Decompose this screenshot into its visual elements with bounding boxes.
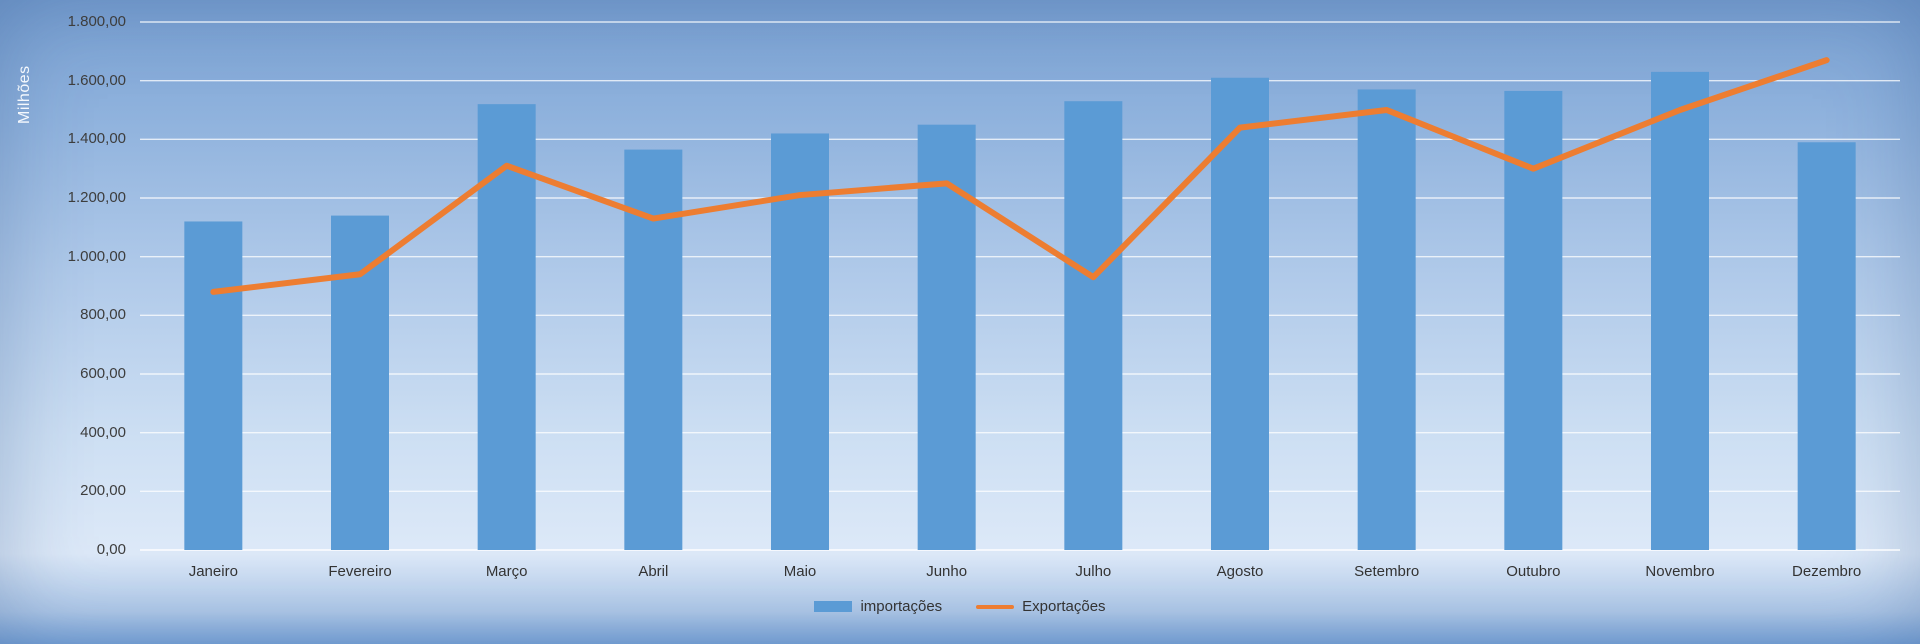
y-tick-label: 800,00 [80,306,126,324]
x-category-label: Junho [926,563,968,580]
bar-Julho [1064,101,1123,550]
x-category-label: Abril [638,563,669,580]
bar-Setembro [1357,89,1416,550]
bar-Dezembro [1797,142,1856,550]
x-category-label: Novembro [1645,563,1715,580]
y-tick-label: 200,00 [80,482,126,500]
bar-Junho [917,124,976,551]
x-category-label: Dezembro [1792,563,1862,580]
x-category-label: Agosto [1216,563,1264,580]
y-tick-label: 1.200,00 [67,189,126,206]
y-tick-label: 1.400,00 [67,130,126,148]
y-axis-title: Milhões [16,65,33,124]
bar-Agosto [1211,77,1269,550]
x-category-label: Março [485,563,528,580]
x-category-label: Outubro [1506,563,1561,580]
bar-Novembro [1651,71,1709,550]
legend-item-exportacoes: Exportações [976,598,1106,615]
x-category-label: Setembro [1354,563,1420,580]
line-series-exportacoes [210,57,1830,295]
y-tick-label: 1.800,00 [67,13,126,30]
line-series-swatch [976,604,1015,609]
bar-Janeiro [184,221,243,550]
x-category-label: Fevereiro [328,563,392,580]
y-tick-label: 400,00 [80,423,126,441]
y-tick-label: 1.600,00 [67,71,126,89]
bar-series-swatch [814,601,853,612]
y-tick-label: 0,00 [96,541,126,558]
bar-Fevereiro [331,215,389,550]
x-category-label: Janeiro [188,563,238,580]
x-category-label: Julho [1075,563,1112,580]
legend-label-exportacoes: Exportações [1022,598,1106,615]
y-tick-label: 600,00 [80,365,126,382]
legend: importações Exportações [0,598,1920,615]
x-category-label: Maio [783,563,817,580]
legend-label-importacoes: importações [860,598,943,615]
plot-area [140,21,1900,551]
legend-item-importacoes: importações [814,598,942,615]
y-tick-label: 1.000,00 [67,247,126,265]
bar-Maio [771,133,829,550]
